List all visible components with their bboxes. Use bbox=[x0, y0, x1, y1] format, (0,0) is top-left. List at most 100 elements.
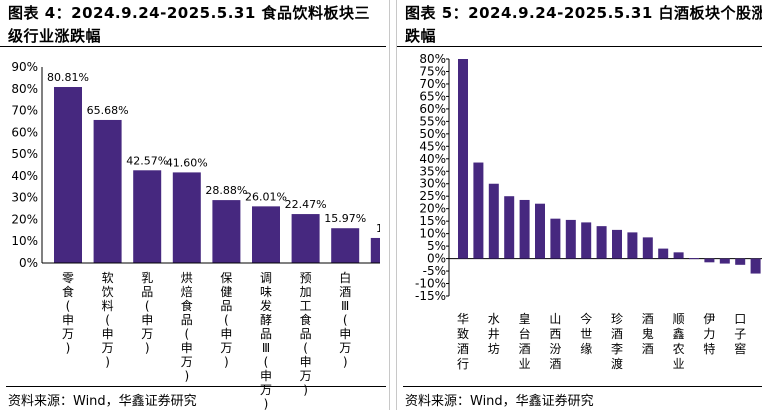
right-y-tick-label: 5% bbox=[427, 239, 446, 253]
right-y-tick-label: -5% bbox=[423, 264, 446, 278]
right-bar bbox=[519, 199, 530, 259]
right-bar bbox=[596, 226, 607, 259]
right-chart-title: 图表 5：2024.9.24-2025.5.31 白酒板块个股涨跌幅 bbox=[405, 4, 762, 45]
left-chart-title: 图表 4：2024.9.24-2025.5.31 食品饮料板块三级行业涨跌幅 bbox=[8, 4, 371, 45]
right-bar bbox=[627, 232, 638, 259]
left-data-label: 22.47% bbox=[285, 198, 327, 211]
right-category-label: 华致酒行 bbox=[457, 312, 469, 371]
left-y-tick-label: 70% bbox=[11, 104, 38, 118]
left-bar bbox=[331, 228, 360, 263]
left-bar bbox=[54, 87, 82, 263]
right-y-tick-label: 15% bbox=[419, 214, 446, 228]
left-data-label: 41.60% bbox=[166, 156, 208, 169]
panel-divider bbox=[389, 0, 397, 410]
left-category-label: 调味发酵品 Ⅲ (申万) bbox=[260, 271, 272, 410]
right-source-note: 资料来源：Wind，华鑫证券研究 bbox=[405, 394, 594, 409]
left-category-label: 白酒 Ⅲ (申万) bbox=[339, 270, 351, 369]
left-source-note: 资料来源：Wind，华鑫证券研究 bbox=[8, 394, 197, 409]
left-y-tick-label: 30% bbox=[11, 191, 38, 205]
right-bar bbox=[565, 219, 576, 259]
left-data-label: 15.97% bbox=[324, 212, 366, 225]
left-y-tick-label: 90% bbox=[11, 60, 38, 74]
right-category-label: 顺鑫农业 bbox=[673, 312, 685, 371]
right-bar bbox=[735, 258, 746, 265]
left-category-label: 预加工食品(申万) bbox=[300, 271, 312, 397]
left-category-label: 零食(申万) bbox=[62, 271, 74, 355]
left-y-tick-label: 50% bbox=[11, 147, 38, 161]
left-bar bbox=[370, 237, 380, 263]
left-bar bbox=[93, 119, 122, 263]
left-category-label: 烘焙食品(申万) bbox=[181, 271, 193, 383]
left-data-label: 80.81% bbox=[47, 71, 89, 84]
right-y-tick-label: 40% bbox=[419, 152, 446, 166]
right-bar bbox=[535, 203, 545, 259]
left-y-tick-label: 10% bbox=[11, 234, 38, 248]
right-y-tick-label: 75% bbox=[419, 64, 446, 78]
right-bar bbox=[658, 248, 669, 259]
left-bar bbox=[133, 170, 162, 263]
left-bar bbox=[212, 200, 241, 263]
right-category-label: 今世缘 bbox=[580, 311, 592, 356]
right-bar bbox=[642, 237, 653, 259]
right-y-tick-label: 45% bbox=[419, 139, 446, 153]
right-bar bbox=[488, 183, 499, 259]
right-bar bbox=[550, 218, 561, 259]
right-category-label: 山西汾酒 bbox=[549, 312, 561, 371]
left-y-tick-label: 60% bbox=[11, 125, 38, 139]
right-category-label: 皇台酒业 bbox=[519, 312, 531, 371]
left-data-label: 28.88% bbox=[205, 184, 247, 197]
right-y-tick-label: 60% bbox=[419, 102, 446, 116]
right-bar bbox=[458, 59, 468, 259]
right-y-tick-label: -15% bbox=[415, 289, 446, 303]
right-y-tick-label: 0% bbox=[427, 252, 446, 266]
right-bar bbox=[750, 258, 761, 274]
left-y-tick-label: 20% bbox=[11, 212, 38, 226]
left-category-label: 软饮料(申万) bbox=[102, 271, 114, 369]
right-chart-panel: 图表 5：2024.9.24-2025.5.31 白酒板块个股涨跌幅 -15% -… bbox=[397, 0, 762, 410]
left-bar bbox=[291, 214, 320, 263]
right-y-tick-label: 25% bbox=[419, 189, 446, 203]
right-bar bbox=[704, 258, 715, 263]
left-data-label: 26.01% bbox=[245, 190, 287, 203]
left-source-rule bbox=[6, 386, 386, 387]
left-bar-chart: 80.81% 零食(申万) 65.68% 软饮料(申万) 42.57% 乳品(申万) 41.… bbox=[11, 60, 380, 410]
left-data-label: 11. bbox=[376, 222, 394, 235]
left-category-label: 乳品(申万) bbox=[141, 271, 153, 355]
left-bar bbox=[172, 172, 201, 263]
left-data-label: 65.68% bbox=[87, 104, 129, 117]
right-y-tick-label: 20% bbox=[419, 202, 446, 216]
right-y-tick-label: 65% bbox=[419, 89, 446, 103]
right-y-tick-label: 10% bbox=[419, 227, 446, 241]
right-bar bbox=[673, 252, 684, 259]
right-bar bbox=[612, 229, 622, 259]
right-y-tick-label: 55% bbox=[419, 114, 446, 128]
left-y-tick-label: 80% bbox=[11, 82, 38, 96]
right-bar-chart: -15%-10%-5%0%5%10%15%20%25%30%35%40%45%5… bbox=[415, 52, 762, 371]
right-bar bbox=[581, 222, 592, 259]
right-source-rule bbox=[403, 386, 762, 387]
right-category-label: 伊力特 bbox=[703, 312, 715, 356]
right-category-label: 酒鬼酒 bbox=[642, 312, 654, 356]
right-bar bbox=[504, 196, 515, 259]
right-y-tick-label: 50% bbox=[419, 127, 446, 141]
right-category-label: 珍酒李渡 bbox=[611, 312, 623, 371]
left-plot-area: 80.81% 零食(申万) 65.68% 软饮料(申万) 42.57% 乳品(申万) 41.… bbox=[47, 71, 394, 410]
right-bar bbox=[689, 258, 699, 260]
left-y-tick-label: 40% bbox=[11, 169, 38, 183]
right-y-tick-label: 70% bbox=[419, 77, 446, 91]
left-category-label: 保健品(申万) bbox=[220, 271, 232, 369]
right-title-rule bbox=[397, 46, 762, 47]
right-y-tick-label: 35% bbox=[419, 164, 446, 178]
left-y-tick-label: 0% bbox=[19, 256, 38, 270]
right-category-label: 口子窖 bbox=[734, 312, 746, 356]
right-bar bbox=[719, 258, 730, 264]
right-y-tick-label: 30% bbox=[419, 177, 446, 191]
right-bar bbox=[473, 162, 484, 259]
right-y-tick-label: -10% bbox=[415, 277, 446, 291]
left-data-label: 42.57% bbox=[126, 154, 168, 167]
left-chart-panel: 图表 4：2024.9.24-2025.5.31 食品饮料板块三级行业涨跌幅 8… bbox=[0, 4, 386, 410]
left-bar bbox=[252, 206, 280, 263]
right-category-label: 水井坊 bbox=[488, 312, 500, 356]
right-y-tick-label: 80% bbox=[419, 52, 446, 66]
left-title-rule bbox=[0, 46, 386, 47]
